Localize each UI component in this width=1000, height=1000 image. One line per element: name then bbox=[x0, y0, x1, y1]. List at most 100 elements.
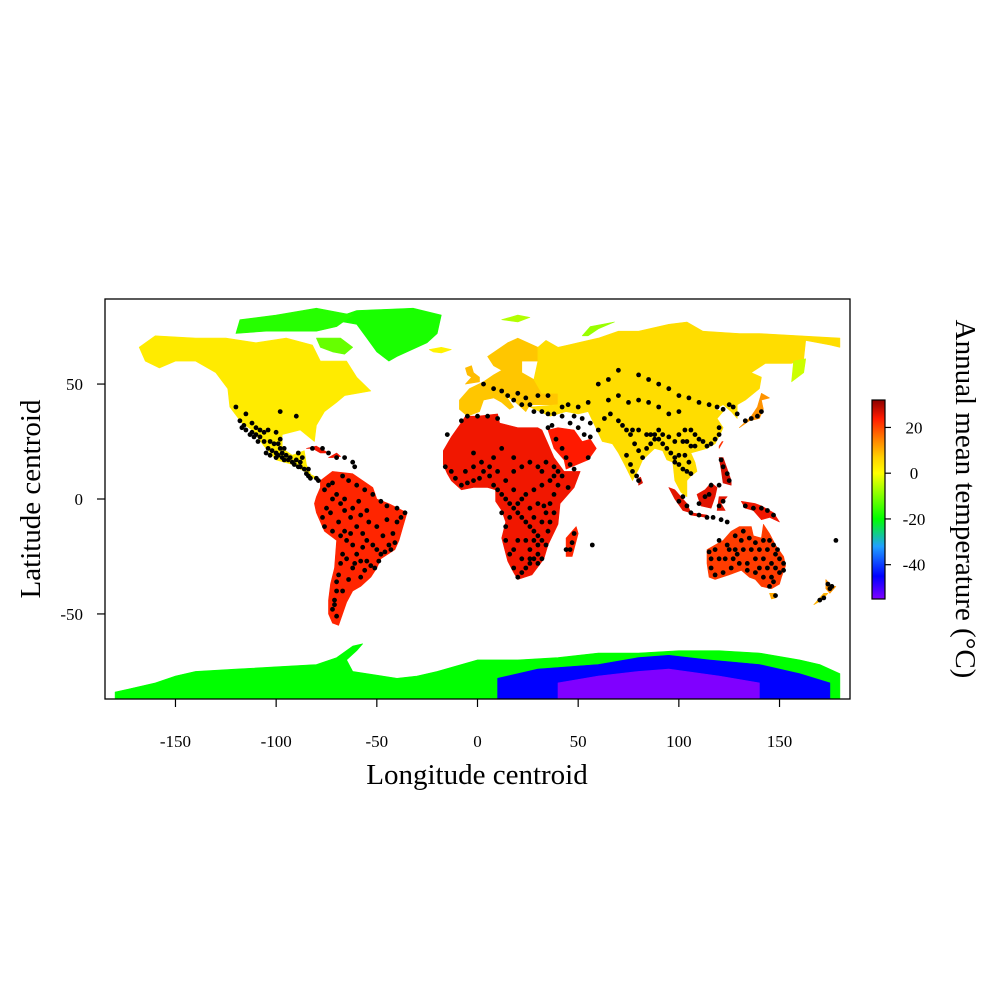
site-point bbox=[759, 409, 764, 414]
site-point bbox=[507, 515, 513, 520]
site-point bbox=[334, 492, 339, 497]
site-point bbox=[624, 452, 629, 458]
site-point bbox=[330, 528, 335, 534]
site-point bbox=[527, 547, 533, 552]
site-point bbox=[297, 459, 303, 465]
site-point bbox=[364, 558, 370, 564]
site-point bbox=[636, 448, 641, 454]
site-point bbox=[545, 425, 551, 431]
site-point bbox=[503, 496, 509, 502]
site-point bbox=[728, 565, 734, 571]
site-point bbox=[491, 455, 496, 460]
site-point bbox=[322, 524, 327, 529]
site-point bbox=[636, 372, 641, 378]
site-point bbox=[742, 418, 748, 424]
colorbar-tick-label: -40 bbox=[903, 556, 926, 575]
site-point bbox=[293, 413, 299, 419]
site-point bbox=[595, 427, 601, 433]
site-point bbox=[511, 397, 517, 403]
site-point bbox=[704, 443, 710, 449]
land-region-cuba bbox=[306, 445, 329, 454]
site-point bbox=[330, 496, 335, 502]
site-point bbox=[519, 402, 525, 408]
site-point bbox=[710, 515, 716, 520]
site-point bbox=[358, 512, 364, 518]
site-point bbox=[515, 501, 521, 506]
site-point bbox=[310, 446, 315, 451]
site-point bbox=[523, 395, 529, 401]
site-point bbox=[571, 413, 577, 419]
site-point bbox=[734, 411, 740, 417]
land-region-new-guinea bbox=[740, 500, 780, 523]
site-point bbox=[821, 595, 827, 601]
site-point bbox=[781, 567, 786, 573]
site-point bbox=[686, 459, 692, 465]
site-point bbox=[267, 439, 273, 444]
site-point bbox=[265, 427, 271, 433]
site-point bbox=[507, 551, 513, 557]
site-point bbox=[773, 593, 778, 598]
site-point bbox=[676, 393, 682, 398]
site-point bbox=[243, 411, 249, 417]
site-point bbox=[765, 565, 770, 571]
site-point bbox=[297, 464, 303, 470]
site-point bbox=[688, 443, 694, 449]
site-point bbox=[277, 409, 283, 414]
site-point bbox=[545, 411, 551, 417]
site-point bbox=[535, 464, 541, 470]
site-point bbox=[515, 390, 521, 396]
site-point bbox=[356, 498, 362, 504]
y-tick-label: -50 bbox=[60, 605, 83, 624]
site-point bbox=[732, 547, 738, 552]
site-point bbox=[354, 524, 360, 529]
site-point bbox=[771, 512, 776, 518]
land-region-greenland bbox=[330, 307, 442, 362]
site-point bbox=[724, 471, 730, 477]
site-point bbox=[720, 464, 726, 470]
site-point bbox=[587, 434, 593, 440]
site-point bbox=[575, 404, 581, 410]
site-point bbox=[491, 482, 496, 488]
site-point bbox=[519, 570, 525, 575]
site-point bbox=[495, 416, 500, 421]
land-region-great-britain bbox=[465, 365, 480, 385]
site-point bbox=[646, 377, 651, 382]
site-point bbox=[672, 455, 678, 460]
site-point bbox=[487, 464, 492, 470]
land-region-iceland bbox=[428, 346, 452, 354]
site-point bbox=[718, 457, 724, 463]
site-point bbox=[720, 498, 726, 504]
site-point bbox=[682, 427, 688, 433]
site-point bbox=[704, 515, 710, 520]
site-point bbox=[753, 556, 758, 562]
site-point bbox=[324, 505, 329, 511]
site-point bbox=[503, 478, 509, 483]
site-point bbox=[491, 386, 496, 392]
site-point bbox=[696, 512, 702, 518]
site-point bbox=[543, 459, 549, 465]
site-point bbox=[686, 395, 692, 401]
site-point bbox=[352, 464, 358, 470]
site-point bbox=[269, 448, 275, 454]
site-point bbox=[740, 547, 746, 552]
site-point bbox=[720, 406, 726, 412]
site-point bbox=[342, 508, 347, 513]
site-point bbox=[511, 565, 517, 571]
site-point bbox=[571, 466, 577, 472]
site-point bbox=[696, 436, 702, 442]
temperature-colorbar: 20 0 -20 -40 bbox=[871, 399, 926, 600]
land-region-baffin-island bbox=[316, 337, 354, 355]
site-point bbox=[453, 475, 458, 481]
site-point bbox=[334, 455, 339, 460]
site-point bbox=[322, 487, 327, 493]
land-region-canadian-arctic-islands bbox=[235, 307, 354, 334]
site-point bbox=[755, 413, 760, 419]
site-point bbox=[606, 377, 611, 382]
site-point bbox=[479, 459, 484, 465]
site-point bbox=[257, 434, 263, 440]
site-point bbox=[465, 480, 470, 486]
site-point bbox=[515, 538, 521, 543]
site-point bbox=[499, 388, 505, 394]
site-point bbox=[338, 561, 343, 566]
site-point bbox=[535, 393, 541, 398]
